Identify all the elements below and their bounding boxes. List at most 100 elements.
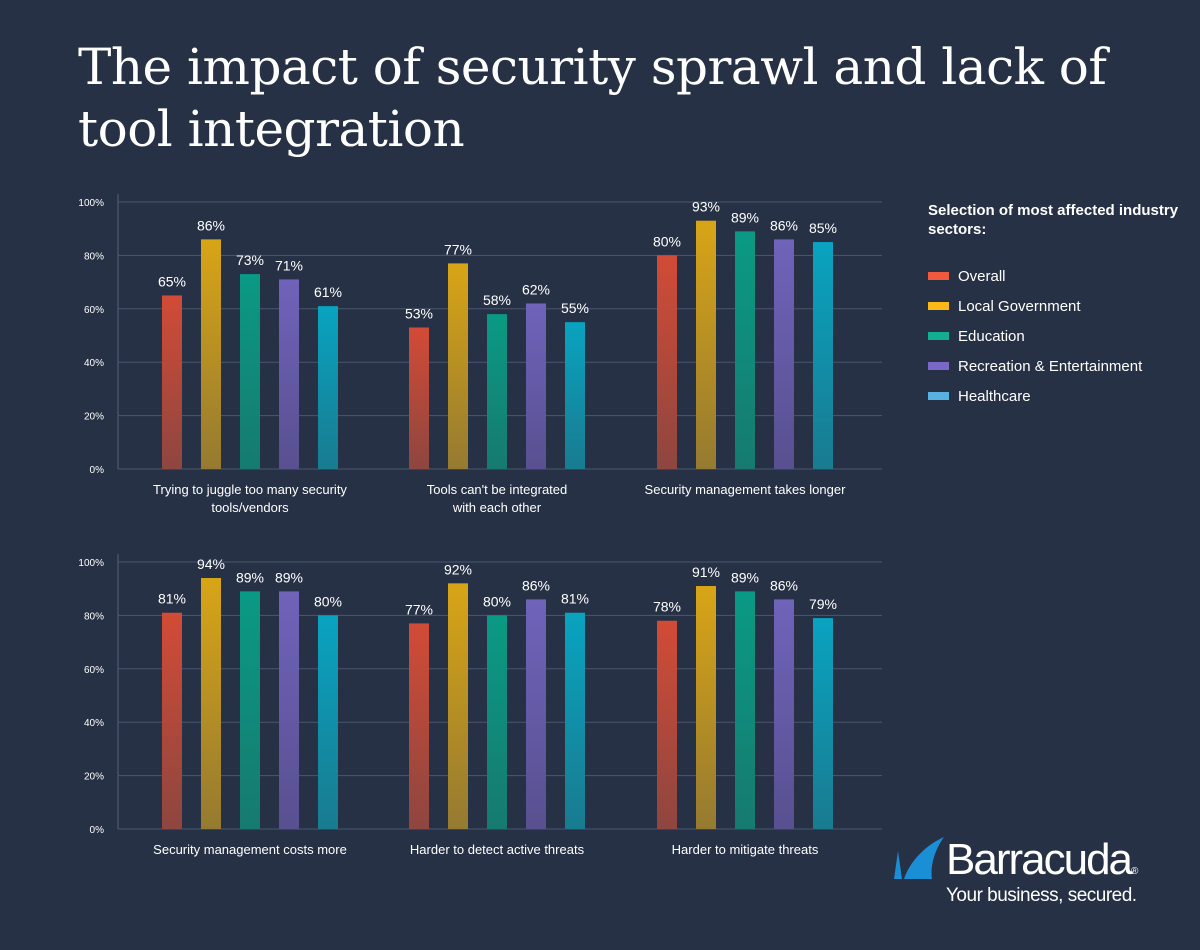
bar-healthcare [565,612,585,829]
bar-education [240,274,260,469]
y-tick-label: 100% [78,198,104,209]
bar-healthcare [813,618,833,829]
data-label: 91% [692,564,720,580]
data-label: 61% [314,284,342,300]
bar-local-government [201,239,221,469]
data-label: 86% [197,217,225,233]
chart-top: 0% 20% 40% 60% 80% 100% 65% 86% 73% 71% 61% Trying … [78,194,882,515]
y-tick-label: 20% [84,772,104,783]
data-label: 80% [653,233,681,249]
bar-local-government [696,586,716,829]
legend-label: Healthcare [958,387,1031,405]
legend-swatch [928,362,949,370]
legend-label: Overall [958,267,1006,285]
bar-overall [162,612,182,829]
y-tick-label: 100% [78,558,104,569]
category-label: Harder to mitigate threats [672,842,819,857]
bar-recreation-entertainment [526,599,546,829]
y-tick-label: 20% [84,412,104,423]
data-label: 58% [483,292,511,308]
legend-label: Recreation & Entertainment [958,357,1143,375]
legend-swatch [928,392,949,400]
data-label: 86% [522,577,550,593]
y-tick-label: 0% [90,465,105,476]
bar-education [487,615,507,829]
y-tick-label: 40% [84,358,104,369]
data-label: 81% [561,591,589,607]
bar-local-government [448,263,468,469]
bar-recreation-entertainment [774,599,794,829]
data-label: 86% [770,217,798,233]
bar-local-government [201,578,221,829]
legend-item: Recreation & Entertainment [928,351,1200,381]
category-label: Security management costs more [153,842,347,857]
bar-education [240,591,260,829]
data-label: 81% [158,591,186,607]
data-label: 73% [236,252,264,268]
data-label: 55% [561,300,589,316]
y-tick-label: 80% [84,251,104,262]
legend-title: Selection of most affected industry sect… [928,202,1179,238]
data-label: 94% [197,556,225,572]
data-label: 80% [314,593,342,609]
data-label: 65% [158,273,186,289]
legend-item: Education [928,321,1200,351]
bar-overall [162,295,182,469]
bar-recreation-entertainment [279,279,299,469]
bar-healthcare [318,615,338,829]
legend-item: Overall [928,261,1200,291]
data-label: 89% [236,569,264,585]
logo-tagline: Your business, secured. [946,885,1137,906]
legend-label: Local Government [958,297,1081,315]
y-tick-label: 60% [84,665,104,676]
legend-item: Local Government [928,291,1200,321]
y-tick-label: 40% [84,718,104,729]
category-label: Harder to detect active threats [410,842,585,857]
category-label: Trying to juggle too many security [153,482,347,497]
data-label: 89% [275,569,303,585]
bar-recreation-entertainment [774,239,794,469]
data-label: 62% [522,281,550,297]
legend-item: Healthcare [928,381,1200,411]
legend-swatch [928,302,949,310]
data-label: 79% [809,596,837,612]
bar-healthcare [813,242,833,469]
category-label: with each other [452,500,542,515]
legend-label: Education [958,327,1025,345]
bar-local-government [448,583,468,829]
data-label: 89% [731,209,759,225]
data-label: 93% [692,199,720,215]
bar-overall [409,327,429,469]
bar-overall [409,623,429,829]
bar-local-government [696,220,716,469]
data-label: 77% [444,241,472,257]
bar-healthcare [565,322,585,469]
y-tick-label: 0% [90,825,105,836]
data-label: 77% [405,601,433,617]
data-label: 85% [809,220,837,236]
bar-overall [657,255,677,469]
category-label: tools/vendors [211,500,289,515]
bar-education [735,231,755,469]
bar-overall [657,620,677,829]
data-label: 86% [770,577,798,593]
bar-education [735,591,755,829]
bar-education [487,314,507,469]
category-label: Security management takes longer [645,482,847,497]
data-label: 92% [444,561,472,577]
barracuda-fin-icon [894,837,944,879]
bar-recreation-entertainment [526,303,546,469]
data-label: 89% [731,569,759,585]
y-tick-label: 60% [84,305,104,316]
legend-swatch [928,272,949,280]
bar-healthcare [318,306,338,469]
bar-recreation-entertainment [279,591,299,829]
category-label: Tools can't be integrated [427,482,568,497]
legend: Selection of most affected industry sect… [928,201,1200,411]
chart-bottom: 0% 20% 40% 60% 80% 100% 81% 94% 89% 89% 80% Securit… [78,554,882,857]
y-tick-label: 80% [84,611,104,622]
page-title: The impact of security sprawl and lack o… [78,38,1107,158]
data-label: 71% [275,257,303,273]
legend-swatch [928,332,949,340]
data-label: 78% [653,599,681,615]
